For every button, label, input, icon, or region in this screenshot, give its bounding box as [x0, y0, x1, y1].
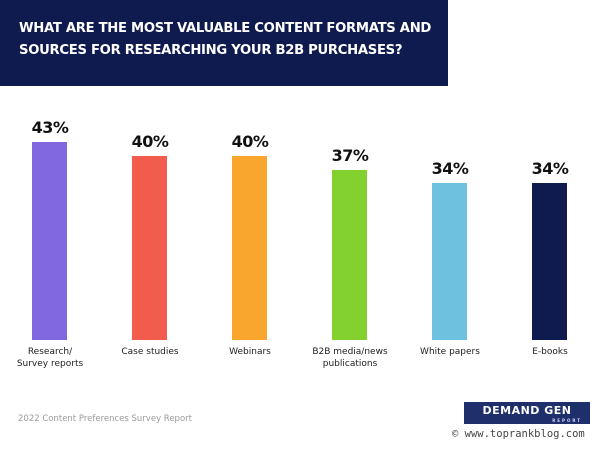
source-note: 2022 Content Preferences Survey Report — [18, 414, 192, 424]
bar-group: 40% Webinars — [200, 0, 300, 450]
category-label: Webinars — [229, 347, 271, 357]
chart-title: What are the most valuable content forma… — [19, 21, 432, 58]
bar-value-label: 40% — [131, 132, 169, 151]
bar-value-label: 37% — [331, 146, 369, 165]
category-label: B2B media/news publications — [312, 347, 388, 369]
bar — [332, 170, 367, 340]
title-banner: What are the most valuable content forma… — [0, 0, 448, 86]
logo-subtext: REPORT — [552, 418, 582, 423]
category-label: Case studies — [121, 347, 179, 357]
bar — [432, 183, 467, 340]
bar — [532, 183, 567, 340]
demand-gen-logo: DEMAND GEN REPORT — [464, 402, 590, 424]
bar-group: 43% Research/Survey reports — [0, 0, 100, 450]
bar-group: 37% B2B media/news publications — [300, 0, 400, 450]
bar-value-label: 40% — [231, 132, 269, 151]
bar-value-label: 34% — [431, 159, 469, 178]
bar — [232, 156, 267, 340]
category-label: E-books — [532, 347, 568, 357]
bar — [132, 156, 167, 340]
bar-group: 34% White papers — [400, 0, 500, 450]
watermark: © www.toprankblog.com — [452, 428, 585, 440]
bar-group: 34% E-books — [500, 0, 600, 450]
bar-value-label: 43% — [31, 118, 69, 137]
bar-group: 40% Case studies — [100, 0, 200, 450]
category-label: Research/Survey reports — [16, 347, 84, 369]
bar — [32, 142, 67, 340]
logo-text: DEMAND GEN — [482, 404, 572, 417]
bar-value-label: 34% — [531, 159, 569, 178]
category-label: White papers — [420, 347, 480, 357]
